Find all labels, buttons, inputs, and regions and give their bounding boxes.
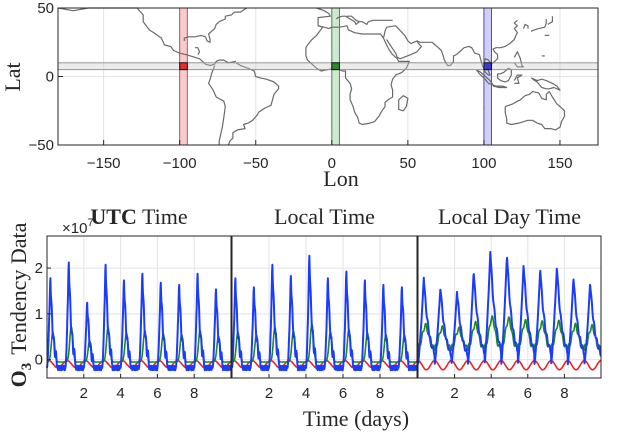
multiplier-base: ×10 [62,220,87,237]
blue-series-line [231,254,418,372]
tendency-y-axis-label: O3 Tendency Data [6,222,35,387]
coastline-segment [194,47,201,55]
tendency-y-multiplier: ×107 [62,217,94,237]
map-x-tick-label: 150 [547,155,572,172]
region-marker [483,62,493,71]
coastline-segment [416,19,518,76]
map-y-ticks: −50 0 50 [29,0,63,154]
panel-title-text: Time [137,204,188,229]
red-series-line [417,359,602,371]
panel-x-tick-label: 4 [116,385,124,402]
map-y-axis-label: Lat [0,62,25,91]
tendency-ylabel-subscript: 3 [19,363,35,371]
coastline-segment [359,19,393,25]
map-x-ticks: −150 −100 −50 0 50 100 150 [87,140,572,172]
map-x-tick-label: −100 [163,155,197,172]
coastline-segment [547,16,553,25]
map-x-axis-label: Lon [323,166,358,191]
panel-x-tick-label: 4 [487,385,495,402]
blue-series-line [46,261,232,372]
panel-title: Local Time [274,204,375,229]
map-y-tick-label: 0 [46,69,54,86]
tendency-y-ticks: 0 1 2 [35,260,51,369]
panel-x-tick-label: 8 [190,385,198,402]
panel-title: Local Day Time [438,204,581,229]
coastline-segment [504,91,566,131]
map-x-tick-label: 50 [400,155,417,172]
tendency-y-tick-label: 0 [35,352,43,369]
map-panel: −150 −100 −50 0 50 100 150 −50 0 50 Lon Lat [0,0,599,191]
tendency-y-tick-label: 2 [35,260,43,277]
coastline-segment [513,74,523,84]
panel-title: UTC Time [90,204,187,229]
panel-title-bold: UTC [90,204,136,229]
tendency-panel: 2 4 6 8 Local Time [231,204,418,402]
map-x-tick-label: −50 [243,155,268,172]
map-x-tick-label: −150 [87,155,121,172]
panel-frame [231,235,418,379]
tendency-y-tick-label: 1 [35,306,43,323]
map-region-strip [331,7,340,146]
coastline-segment [335,15,360,25]
coastline-segment [305,7,410,126]
map-x-tick-label: 0 [328,155,336,172]
panel-x-tick-label: 6 [153,385,161,402]
panel-x-tick-label: 2 [450,385,458,402]
coastline-segment [530,19,547,32]
panel-x-tick-label: 6 [339,385,347,402]
tendency-figure: O3 Tendency Data ×107 2 4 6 8 UTC Time 2 4 6 8 Loc… [6,204,602,431]
region-marker [179,62,188,71]
panel-x-tick-label: 2 [265,385,273,402]
tendency-ylabel-species: O [6,370,31,387]
coastline-segment [522,23,529,29]
coastline-segment [398,95,409,112]
region-marker [331,62,340,71]
panel-x-tick-label: 8 [376,385,384,402]
coastline-segment [497,67,512,83]
panel-frame [417,235,602,379]
panel-x-tick-label: 8 [560,385,568,402]
latitude-band-strip [57,62,599,71]
coastline-segment [227,62,280,146]
coastline-segment [382,25,423,60]
coastline-segment [491,84,508,89]
multiplier-exponent: 7 [87,217,93,229]
coastline-segment [183,7,247,43]
panel-x-tick-label: 2 [80,385,88,402]
coastline-segment [513,51,525,68]
coastline-segment [317,25,325,28]
tendency-ylabel-text: Tendency Data [6,222,31,354]
tendency-panel: 2 4 6 8 UTC Time [46,204,232,402]
tendency-x-axis-label: Time (days) [303,406,409,431]
tendency-panel: 2 4 6 8 Local Day Time [417,204,602,402]
panel-x-tick-label: 6 [524,385,532,402]
map-region-strip [179,7,188,146]
panel-title-text: Local Time [274,204,375,229]
panel-title-text: Local Day Time [438,204,581,229]
map-y-tick-label: 50 [37,0,54,17]
map-latitude-band [57,62,599,71]
blue-series-line [417,250,602,366]
panel-frame [46,235,232,379]
map-x-tick-label: 100 [471,155,496,172]
coastline-segment [530,77,561,91]
panel-x-tick-label: 4 [302,385,310,402]
coastline-segment [208,65,226,145]
tendency-panels: 2 4 6 8 UTC Time 2 4 6 8 Local Time 2 4 6 8 Local Day … [46,204,602,402]
map-y-tick-label: −50 [29,137,54,154]
